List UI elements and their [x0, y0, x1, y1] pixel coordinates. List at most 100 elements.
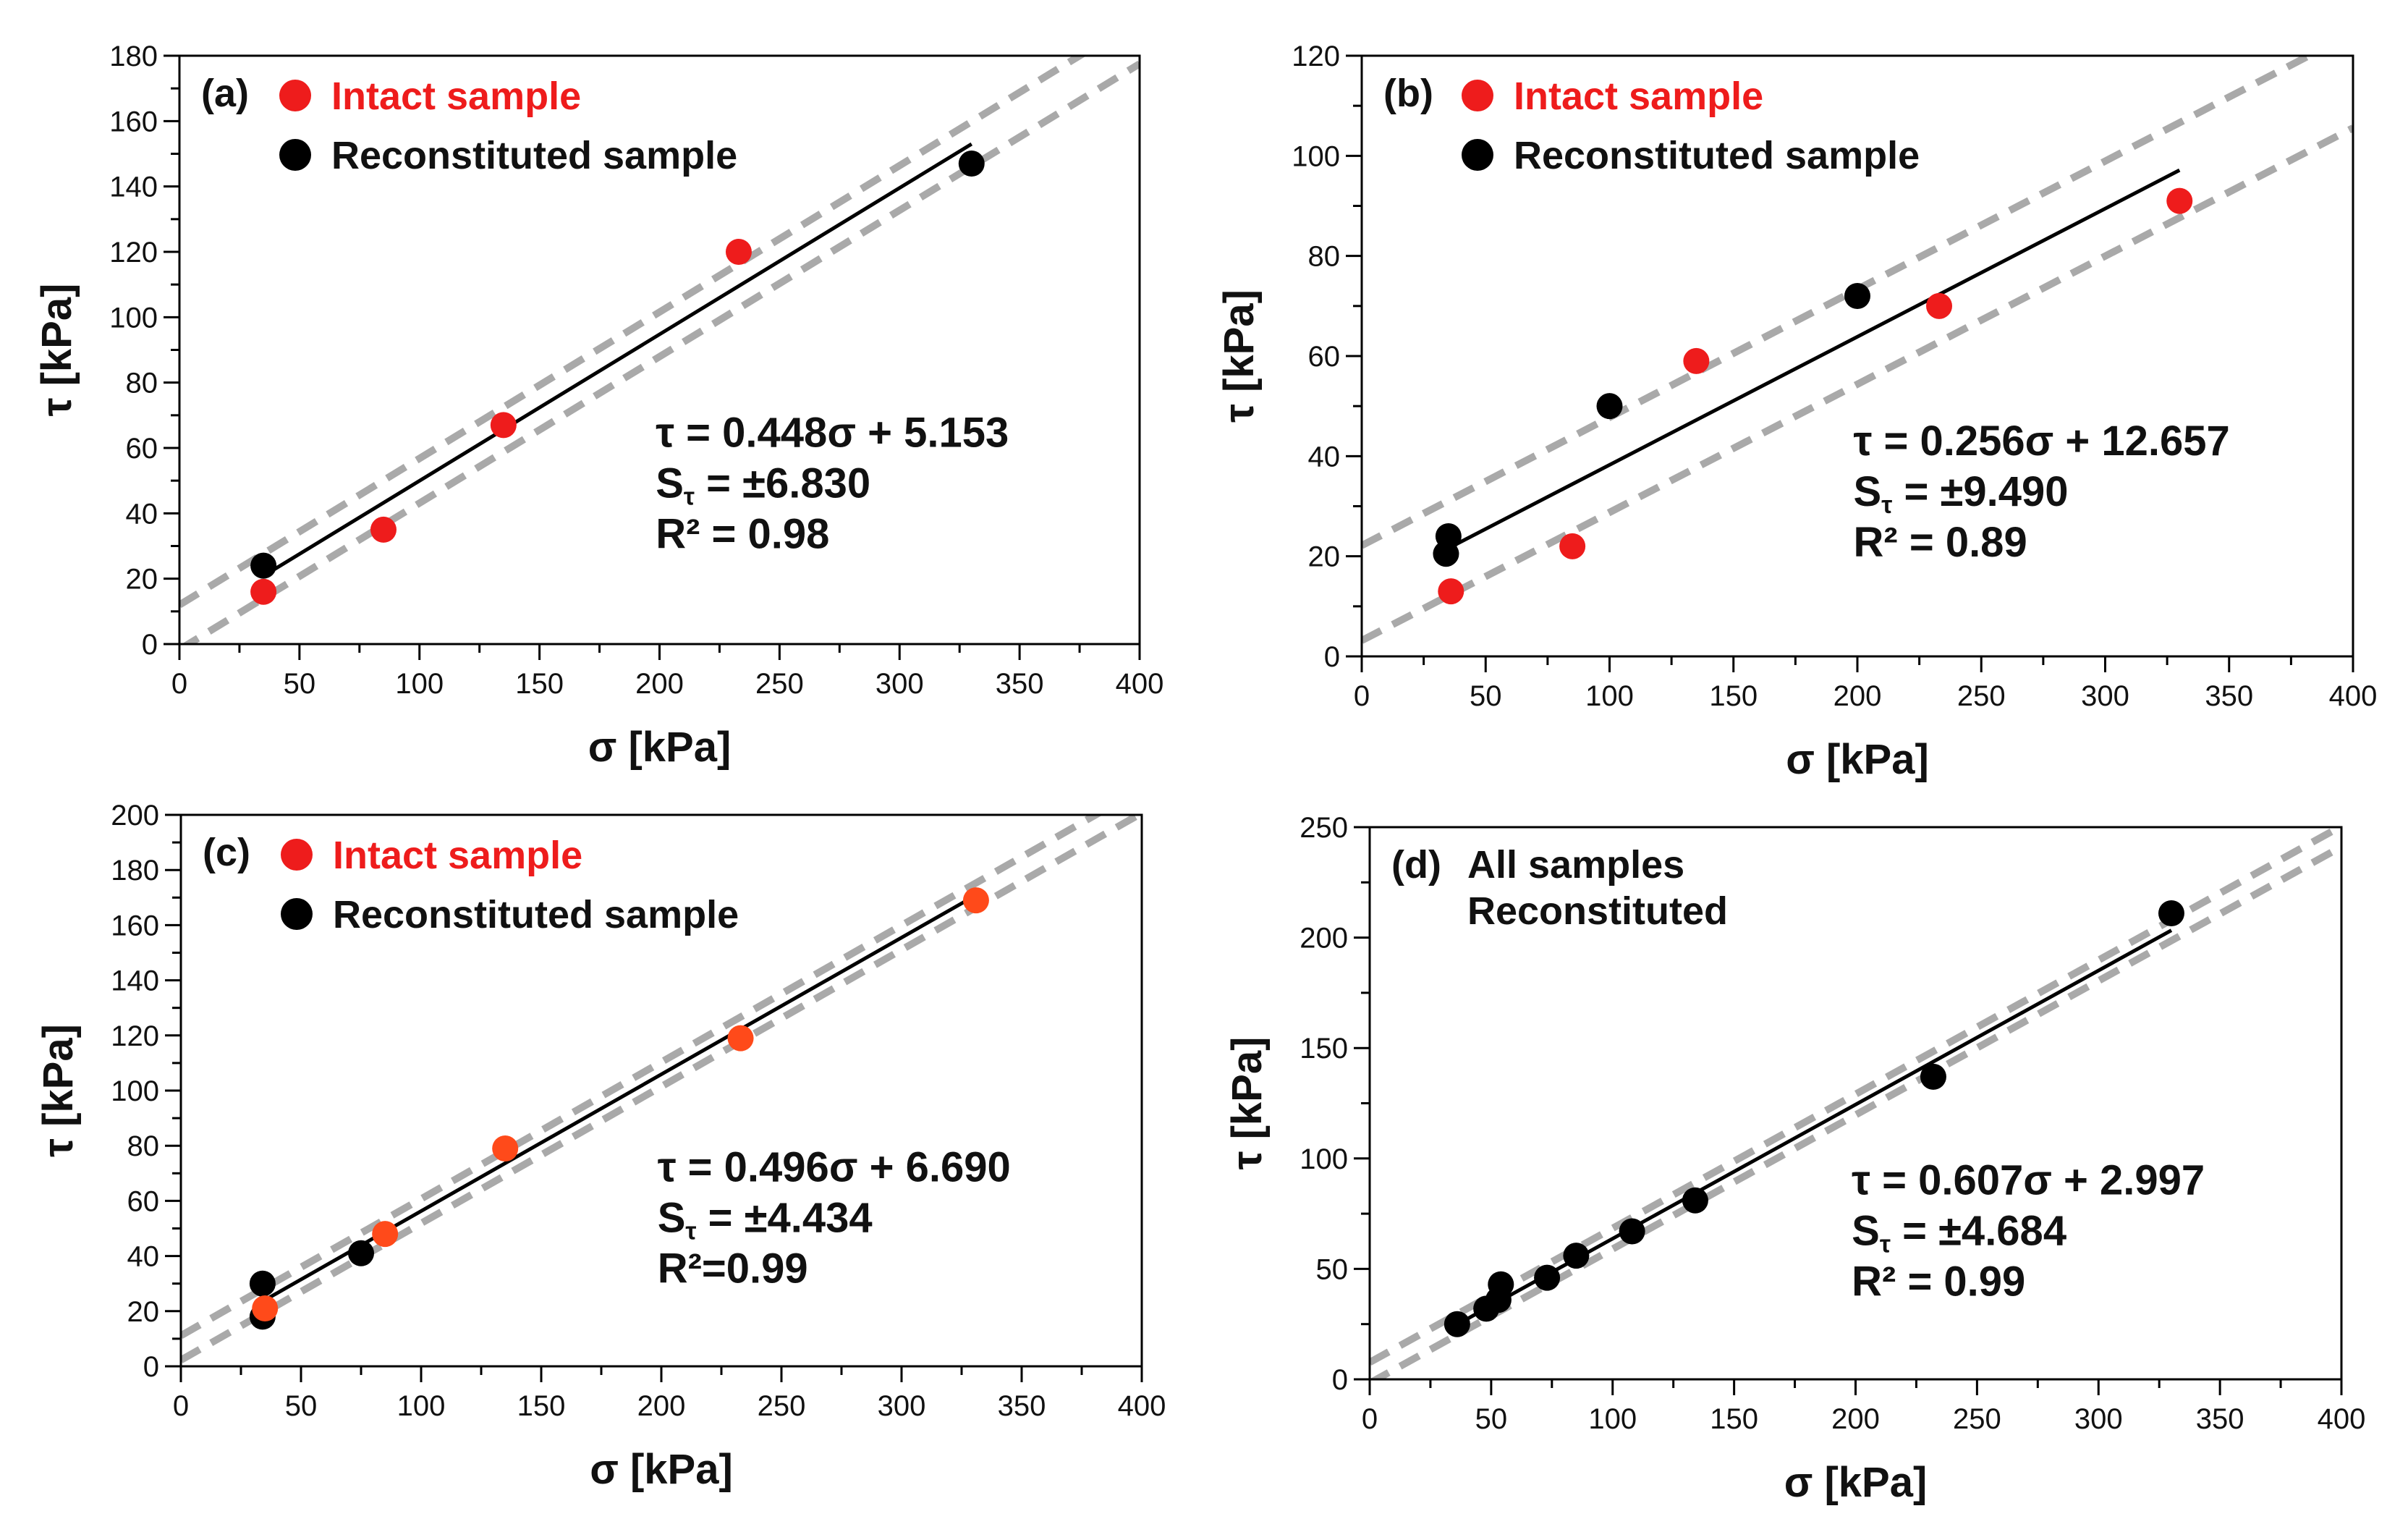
x-tick-label: 200	[637, 1390, 686, 1422]
y-tick-label: 140	[109, 172, 158, 203]
legend-label: Reconstituted sample	[1514, 134, 1920, 177]
legend-marker	[279, 80, 311, 111]
x-tick-label: 150	[1709, 680, 1758, 712]
data-point	[1563, 1243, 1590, 1269]
x-tick-label: 150	[517, 1390, 566, 1422]
panel-label: (b)	[1383, 72, 1433, 115]
y-tick-label: 100	[109, 302, 158, 334]
data-point	[1920, 1063, 1946, 1090]
x-tick-label: 350	[996, 668, 1044, 700]
data-point	[249, 1270, 276, 1297]
panel-0: 0 50 100 150 200 250 300 350 400 0 20 40 60 80 100 120 1…	[33, 41, 1164, 771]
x-tick-label: 350	[2205, 680, 2253, 712]
data-point	[958, 151, 985, 177]
y-tick-label: 140	[111, 965, 159, 997]
y-axis-title: τ [kPa]	[35, 1024, 82, 1157]
data-point	[1534, 1264, 1561, 1291]
equation-line: τ = 0.496σ + 6.690	[658, 1144, 1011, 1191]
x-tick-label: 200	[635, 668, 684, 700]
x-tick-label: 400	[2329, 680, 2378, 712]
x-tick-label: 150	[515, 668, 564, 700]
x-tick-label: 400	[2318, 1403, 2366, 1435]
x-tick-label: 100	[395, 668, 444, 700]
y-tick-label: 20	[1308, 541, 1341, 573]
y-tick-label: 0	[142, 629, 158, 661]
y-tick-label: 200	[1300, 923, 1348, 955]
y-tick-label: 160	[109, 106, 158, 137]
panel-label: (d)	[1391, 843, 1441, 887]
x-tick-label: 350	[998, 1390, 1046, 1422]
legend-label: Intact sample	[1514, 75, 1763, 118]
data-point	[2158, 900, 2184, 927]
regression-line	[1456, 928, 2173, 1327]
y-tick-label: 0	[1324, 641, 1340, 673]
legend-label: Reconstituted sample	[331, 134, 737, 177]
y-tick-label: 120	[111, 1020, 159, 1052]
x-tick-label: 0	[173, 1390, 189, 1422]
y-axis-title: τ [kPa]	[1216, 289, 1263, 423]
data-point	[1438, 578, 1464, 605]
upper-bound-line	[181, 815, 1103, 1339]
x-tick-label: 250	[1957, 680, 2006, 712]
x-tick-label: 100	[1588, 1403, 1637, 1435]
x-tick-label: 200	[1831, 1403, 1880, 1435]
x-axis-title: σ [kPa]	[588, 724, 732, 771]
legend-marker	[279, 139, 311, 171]
lower-bound-line	[1370, 843, 2341, 1379]
x-tick-label: 250	[755, 668, 804, 700]
y-tick-label: 20	[127, 1296, 160, 1328]
upper-bound-line	[179, 56, 1087, 609]
data-point	[250, 578, 277, 605]
panel-label: (a)	[201, 72, 249, 115]
panel-label: (c)	[203, 831, 250, 874]
data-point	[962, 887, 989, 914]
y-tick-label: 120	[109, 237, 158, 268]
y-tick-label: 100	[1292, 140, 1340, 172]
y-tick-label: 60	[126, 433, 158, 465]
equation-line: Sτ = ±4.684	[1852, 1207, 2066, 1258]
data-point	[727, 1025, 754, 1052]
data-point	[1596, 393, 1623, 420]
equation-line: τ = 0.448σ + 5.153	[656, 410, 1009, 457]
lower-bound-line	[181, 60, 1140, 644]
y-tick-label: 50	[1316, 1253, 1349, 1285]
data-point	[1559, 533, 1586, 559]
equation-line: R² = 0.99	[1852, 1258, 2025, 1305]
x-tick-label: 300	[878, 1390, 926, 1422]
equation-line: R² = 0.89	[1854, 519, 2027, 566]
x-tick-label: 250	[1953, 1403, 2001, 1435]
regression-line	[262, 142, 973, 578]
data-point	[348, 1240, 374, 1266]
x-tick-label: 200	[1833, 680, 1882, 712]
data-point	[1683, 347, 1710, 374]
series-0	[1438, 187, 2193, 605]
y-tick-label: 160	[111, 910, 159, 942]
data-point	[2166, 187, 2193, 214]
y-tick-label: 180	[109, 41, 158, 72]
x-axis-title: σ [kPa]	[590, 1446, 733, 1493]
series-1	[250, 151, 985, 579]
data-point	[1443, 1311, 1470, 1337]
y-tick-label: 150	[1300, 1033, 1348, 1065]
x-tick-label: 400	[1116, 668, 1164, 700]
x-tick-label: 0	[1354, 680, 1370, 712]
y-tick-label: 40	[127, 1241, 160, 1273]
x-tick-label: 100	[1585, 680, 1634, 712]
y-tick-label: 180	[111, 855, 159, 887]
panel-1: 0 50 100 150 200 250 300 350 400 0 20 40 60 80 100 120 σ…	[1216, 41, 2378, 783]
data-point	[492, 1135, 519, 1162]
y-tick-label: 200	[111, 800, 159, 832]
data-point	[725, 239, 752, 265]
lower-bound-line	[1362, 124, 2353, 644]
upper-bound-line	[1370, 827, 2341, 1366]
x-tick-label: 300	[2081, 680, 2129, 712]
regression-line	[1447, 168, 2181, 550]
panel-3: 0 50 100 150 200 250 300 350 400 0 50 100 150 200 250 σ…	[1224, 812, 2365, 1506]
confidence-band	[179, 56, 1140, 644]
y-tick-label: 0	[1332, 1364, 1348, 1396]
data-point	[490, 412, 517, 439]
data-point	[1682, 1187, 1708, 1214]
data-point	[252, 1295, 279, 1321]
equation-line: Sτ = ±4.434	[658, 1195, 873, 1245]
